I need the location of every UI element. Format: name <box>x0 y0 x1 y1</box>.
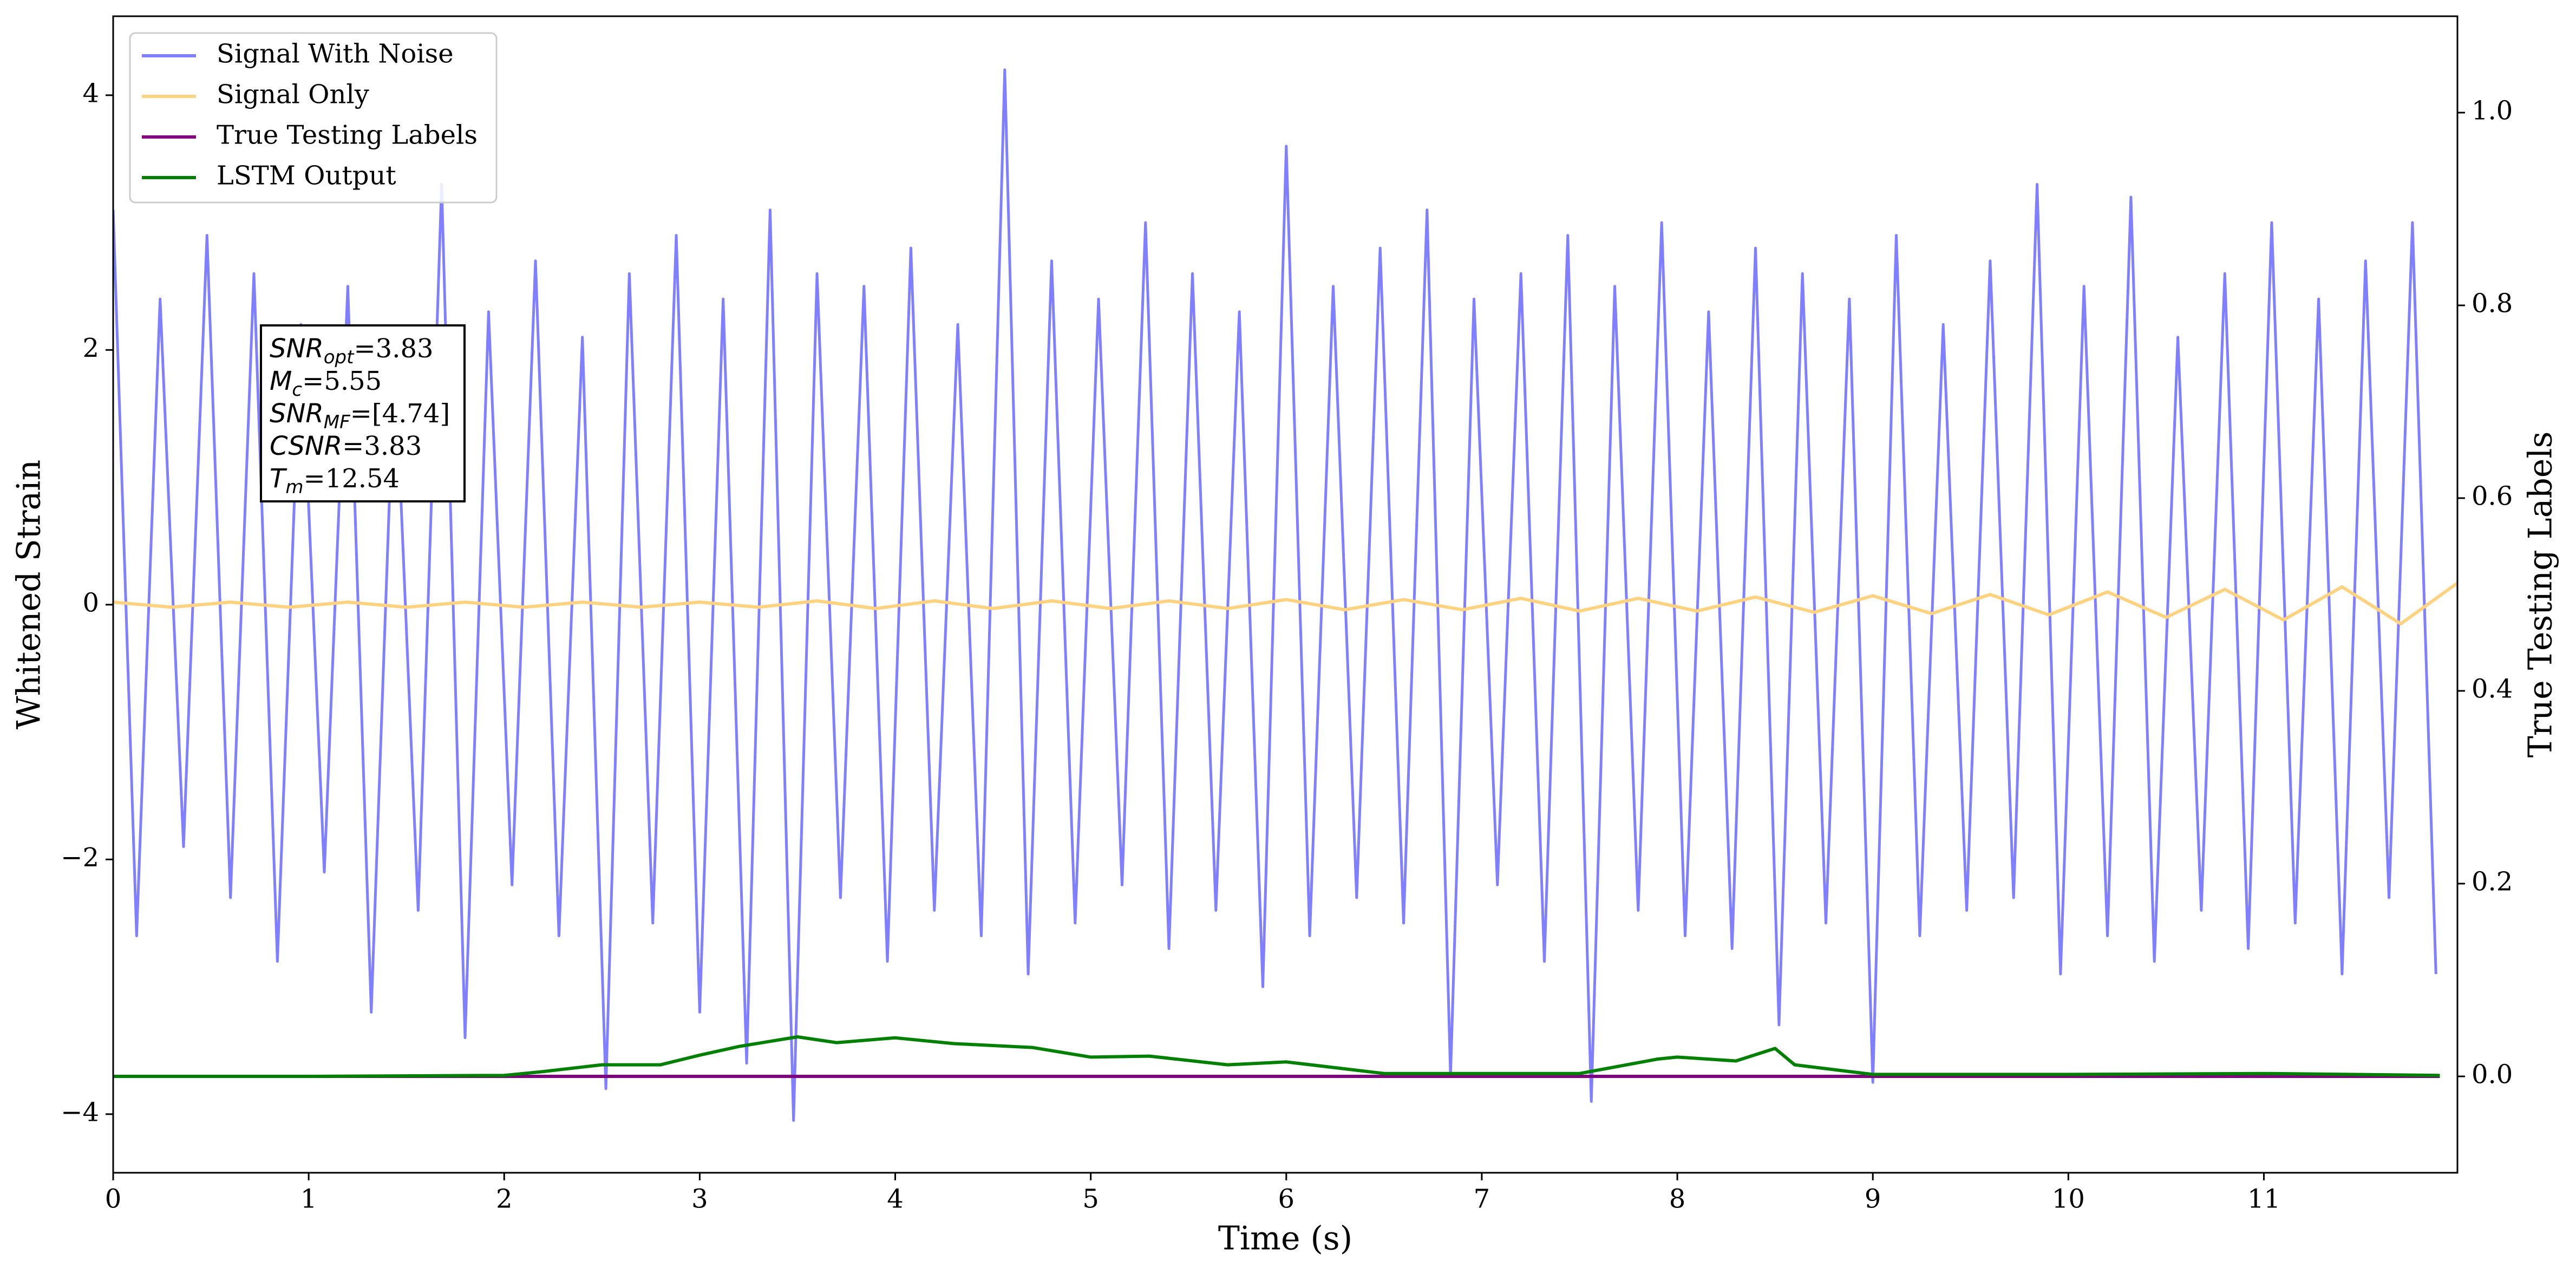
legend-box <box>129 32 498 204</box>
x-tick-label: 3 <box>691 1184 708 1214</box>
y2-tick-label: 0.6 <box>2472 481 2513 512</box>
annotation-line: SNRopt=3.83 <box>270 334 434 368</box>
annotation-value: =3.83 <box>342 431 422 461</box>
x-tick-label: 8 <box>1669 1184 1686 1214</box>
annotation-box <box>260 324 466 502</box>
x-tick-label: 0 <box>105 1184 122 1214</box>
y2-tick-label: 0.0 <box>2472 1060 2513 1090</box>
legend-label: Signal Only <box>217 80 369 110</box>
y2-axis-label: True Testing Labels <box>2522 432 2560 758</box>
x-tick-label: 9 <box>1865 1184 1881 1214</box>
y2-tick-label: 0.8 <box>2472 289 2513 319</box>
annotation-symbol: SNR <box>270 334 324 364</box>
legend-label: LSTM Output <box>217 161 396 191</box>
annotation-subscript: opt <box>324 347 355 368</box>
annotation-value: =5.55 <box>302 366 382 396</box>
y-tick-label: 0 <box>82 587 99 618</box>
y-axis-label: Whitened Strain <box>10 460 48 729</box>
y2-tick-label: 0.2 <box>2472 867 2513 897</box>
annotation-value: =3.83 <box>354 334 433 364</box>
y-tick-label: 4 <box>82 78 99 108</box>
x-tick-label: 2 <box>496 1184 513 1214</box>
annotation-symbol: M <box>270 366 292 396</box>
annotation-subscript: c <box>292 379 302 401</box>
x-tick-label: 11 <box>2247 1184 2280 1214</box>
series-line <box>113 582 2457 626</box>
x-tick-label: 5 <box>1082 1184 1099 1214</box>
x-tick-label: 6 <box>1278 1184 1295 1214</box>
annotation-symbol: CSNR <box>270 431 342 461</box>
annotation-symbol: SNR <box>270 398 324 429</box>
x-tick-label: 10 <box>2052 1184 2085 1214</box>
y-tick-label: −4 <box>61 1097 99 1127</box>
annotation-symbol: T <box>270 463 287 494</box>
y2-tick-label: 1.0 <box>2472 96 2513 126</box>
legend-label: Signal With Noise <box>217 39 454 69</box>
x-tick-label: 1 <box>300 1184 317 1214</box>
annotation-subscript: m <box>285 476 303 498</box>
annotation-value: =[4.74] <box>350 398 450 429</box>
annotation-subscript: MF <box>324 411 350 433</box>
y2-tick-label: 0.4 <box>2472 674 2513 704</box>
series-line <box>113 68 2437 1122</box>
x-tick-label: 4 <box>887 1184 904 1214</box>
legend-label: True Testing Labels <box>217 120 478 151</box>
annotation-line: SNRMF=[4.74] <box>270 398 450 433</box>
x-tick-label: 7 <box>1474 1184 1490 1214</box>
x-axis-label: Time (s) <box>1218 1220 1352 1258</box>
series-line <box>113 1035 2440 1078</box>
y-tick-label: −2 <box>61 842 99 873</box>
annotation-line: Mc=5.55 <box>270 366 382 401</box>
annotation-value: =12.54 <box>303 463 400 494</box>
annotation-line: CSNR=3.83 <box>270 431 422 462</box>
y-tick-label: 2 <box>82 333 99 363</box>
annotation-line: Tm=12.54 <box>270 463 400 498</box>
plot-frame <box>112 15 2459 1174</box>
